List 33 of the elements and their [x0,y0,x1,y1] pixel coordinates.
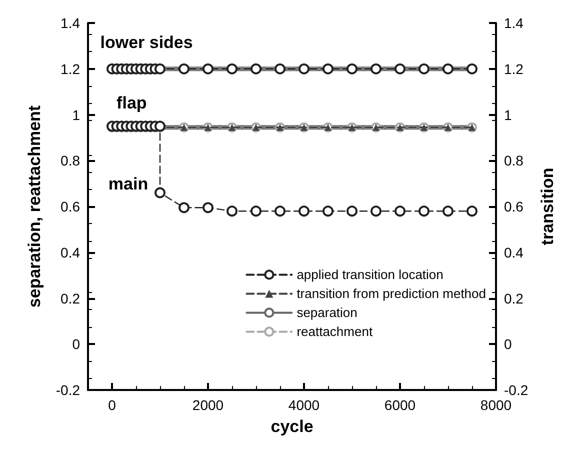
legend-label: transition from prediction method [296,286,486,302]
annotation: main [108,174,148,194]
y2-tick-label: 0.8 [504,152,524,169]
y2-tick-label: -0.2 [504,382,528,398]
y2-tick-label: 0 [504,336,512,352]
x-tick-label: 4000 [288,397,320,413]
y-tick-label: 0.8 [60,152,80,169]
x-tick-label: 0 [108,397,116,413]
y-tick-label: 0.2 [60,290,80,306]
x-tick-label: 2000 [192,397,224,413]
y2-axis-title: transition [538,168,558,246]
x-axis-title: cycle [270,417,314,436]
y2-tick-label: 1 [504,106,512,123]
x-tick-label: 8000 [480,397,512,413]
annotation: lower sides [100,33,193,52]
y-tick-label: 0.6 [60,198,80,214]
y-axis-title: separation, reattachment [25,105,44,308]
y2-tick-label: 1.2 [504,60,524,77]
y-tick-label: 0 [72,336,80,352]
y-tick-label: 1 [72,106,80,123]
legend-label: reattachment [296,324,373,340]
y-tick-label: 0.4 [60,244,80,260]
annotation: flap [116,94,147,113]
y2-tick-label: 0.2 [504,290,524,306]
x-tick-label: 6000 [384,397,416,413]
y-tick-label: 1.4 [60,15,80,31]
legend-label: separation [296,305,358,320]
y2-tick-label: 0.4 [504,244,524,260]
y2-tick-label: 1.4 [504,15,524,31]
y-tick-label: 1.2 [60,60,80,77]
y2-tick-label: 0.6 [504,198,524,214]
legend-label: applied transition location [296,267,444,282]
y-tick-label: -0.2 [56,382,80,398]
